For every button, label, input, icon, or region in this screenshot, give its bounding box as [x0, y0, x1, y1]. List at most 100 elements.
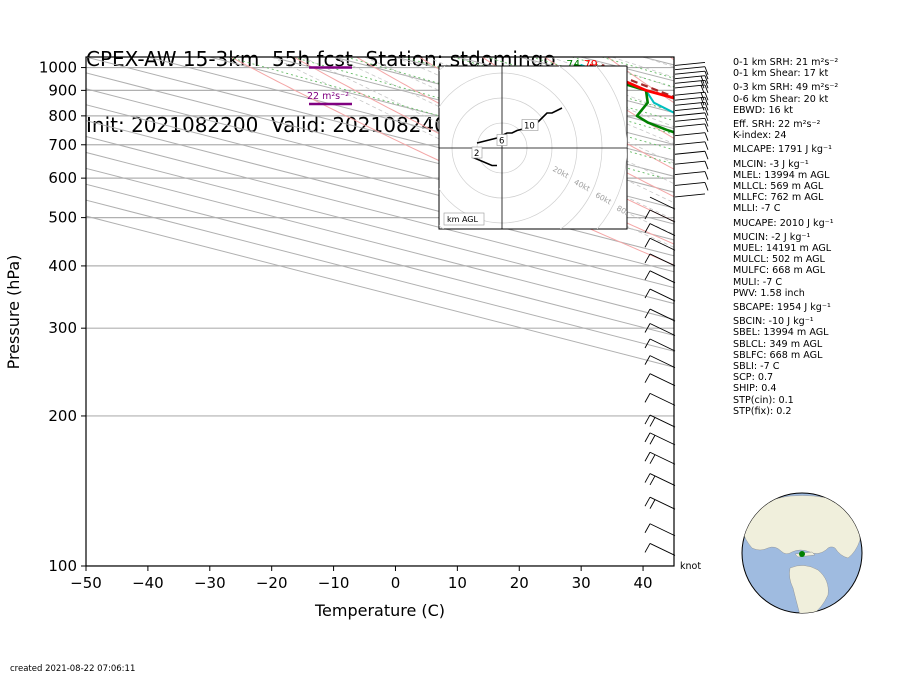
barb-staff [649, 473, 676, 486]
barb-flag [649, 435, 656, 445]
barb-staff [649, 288, 676, 302]
barb-flag [644, 288, 651, 299]
barb-flag [704, 70, 709, 80]
wind-barb [674, 132, 709, 141]
mixing-ratio-line [601, 57, 674, 79]
y-tick-label: 700 [48, 136, 77, 154]
isotherm-line [86, 199, 674, 352]
y-tick-label: 300 [48, 319, 77, 337]
wind-barb [644, 523, 676, 537]
x-tick-label: −30 [194, 574, 226, 592]
barb-staff [674, 107, 706, 111]
index-line: MLCIN: -3 J kg⁻¹ [733, 158, 809, 170]
barb-staff [674, 75, 706, 80]
barb-staff [649, 373, 676, 387]
barb-flag [704, 92, 709, 101]
y-tick-label: 200 [48, 407, 77, 425]
isotherm-line [86, 72, 674, 225]
hodograph-ring-label: 80kt [615, 204, 634, 220]
wind-barb [644, 270, 676, 284]
hodograph-height-label: 10 [524, 122, 535, 132]
wind-barb [674, 84, 709, 94]
station-marker [799, 551, 805, 557]
wind-barb [674, 101, 709, 111]
location-globe [741, 492, 863, 614]
barb-staff [674, 84, 706, 89]
barb-flag [644, 253, 651, 264]
wind-barb [674, 112, 709, 122]
isotherm-line [86, 120, 674, 273]
barb-staff [674, 79, 706, 84]
wind-barb [674, 182, 709, 191]
y-axis-label: Pressure (hPa) [4, 255, 23, 370]
wind-barb [674, 75, 709, 84]
wind-barb [644, 496, 676, 510]
barb-flag [644, 523, 651, 533]
hodograph-height-box [496, 134, 508, 146]
barb-staff [649, 270, 676, 284]
index-line: MULFC: 668 m AGL [733, 265, 826, 277]
barb-flag [644, 323, 651, 333]
barb-flag [649, 475, 656, 486]
barb-flag [644, 373, 651, 383]
barb-flag [704, 161, 709, 170]
y-tick-label: 400 [48, 257, 77, 275]
barb-staff [674, 171, 706, 176]
wind-barb [644, 451, 676, 465]
barb-flag [700, 102, 705, 111]
isotherm-line [86, 57, 674, 209]
wind-barb [644, 308, 676, 322]
barb-flag [644, 414, 651, 425]
wind-barb [644, 253, 676, 267]
wind-barb [674, 150, 709, 160]
barb-flag [700, 92, 705, 101]
barb-flag [704, 80, 709, 89]
barb-staff [649, 308, 676, 322]
y-tick-label: 1000 [39, 59, 77, 77]
barb-flag [704, 141, 709, 150]
wind-barb [674, 141, 709, 150]
y-tick-label: 600 [48, 169, 77, 187]
barb-staff [649, 523, 676, 537]
barb-staff [649, 543, 676, 556]
wind-barb [674, 96, 709, 106]
index-line: SBEL: 13994 m AGL [733, 327, 829, 339]
barb-staff [649, 451, 676, 465]
hodograph-height-box [471, 146, 483, 159]
x-tick-label: 40 [634, 574, 653, 592]
index-line: STP(cin): 0.1 [733, 394, 794, 406]
wind-barb [674, 171, 709, 180]
index-line: MULI: -7 C [733, 276, 783, 288]
barb-staff [649, 432, 676, 446]
hodograph-height-box [521, 119, 539, 131]
globe-land-north-america [742, 495, 861, 559]
barb-flag [644, 238, 651, 248]
parcel-trace [601, 63, 674, 99]
barb-flag [649, 417, 656, 427]
wind-barb [674, 123, 709, 133]
barb-staff [649, 253, 676, 267]
created-timestamp: created 2021-08-22 07:06:11 [10, 664, 136, 674]
wind-barb [674, 193, 706, 198]
y-tick-label: 800 [48, 107, 77, 125]
temperature-profile [588, 63, 674, 100]
barb-staff [674, 96, 706, 101]
x-tick-label: −50 [70, 574, 102, 592]
index-line: SBLFC: 668 m AGL [733, 349, 823, 361]
index-line: SBCAPE: 1954 J kg⁻¹ [733, 302, 831, 314]
plot-frame [85, 56, 675, 567]
index-line: EBWD: 16 kt [733, 104, 794, 116]
barb-flag [644, 543, 651, 553]
barb-flag [704, 112, 709, 122]
barb-flag [704, 84, 709, 94]
barb-flag [704, 75, 709, 84]
x-axis-label: Temperature (C) [314, 601, 445, 620]
barb-staff [674, 66, 706, 71]
y-tick-label: 900 [48, 81, 77, 99]
barb-flag [704, 118, 709, 127]
barb-flag [700, 80, 705, 89]
barb-flag [704, 182, 709, 191]
index-line: K-index: 24 [733, 130, 787, 142]
